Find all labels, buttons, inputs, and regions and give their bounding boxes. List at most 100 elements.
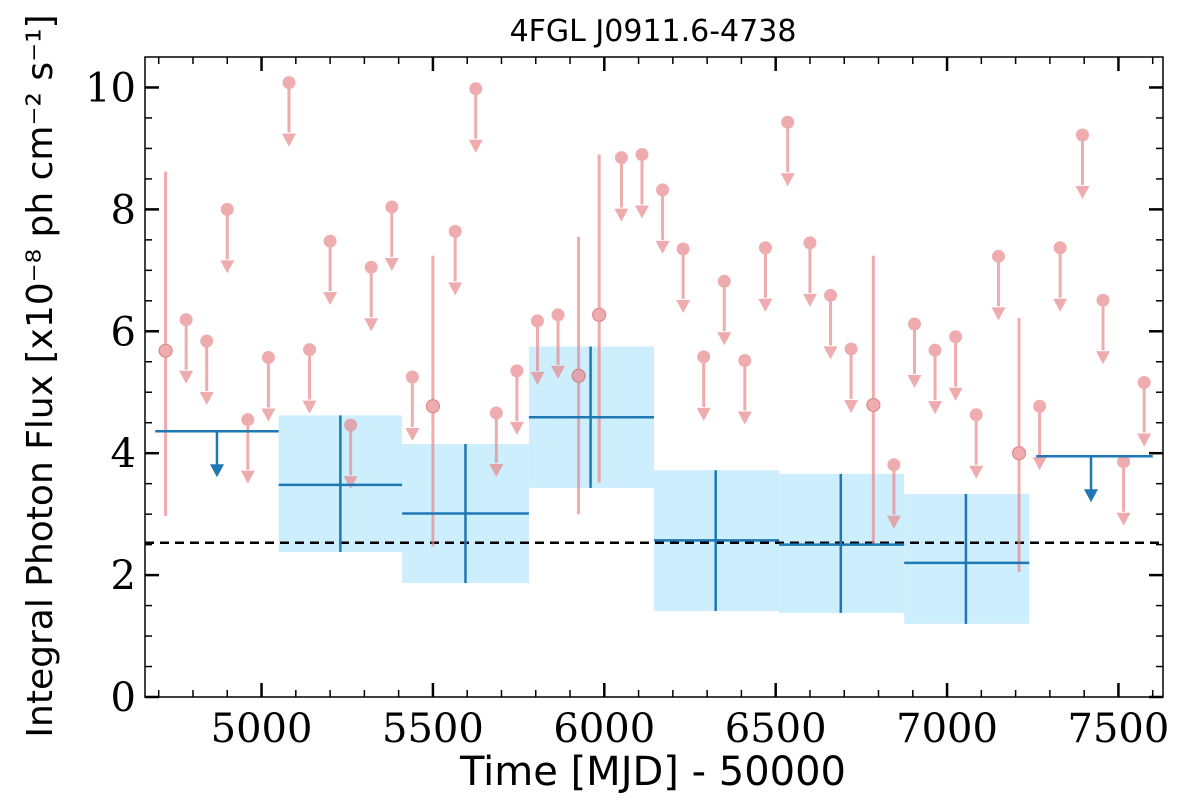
upper-limit-arrowhead	[614, 208, 629, 222]
short-bin-upper-limit-40	[1116, 455, 1131, 526]
short-bin-upper-limit-20	[655, 183, 670, 254]
short-bin-point	[571, 368, 586, 383]
short-bin-upper-limit-7	[323, 234, 338, 306]
short-bin-upper-limit-23	[717, 274, 732, 346]
upper-limit-arrowhead	[323, 292, 338, 306]
chart-title: 4FGL J0911.6-4738	[510, 14, 797, 49]
upper-limit-arrowhead	[696, 407, 711, 421]
long-bin-ul-arrowhead	[1084, 489, 1099, 503]
upper-limit-marker	[405, 370, 419, 384]
short-bin-upper-limit-33	[948, 330, 963, 401]
upper-limit-marker	[1096, 293, 1110, 307]
upper-limit-marker	[551, 308, 565, 322]
upper-limit-marker	[469, 82, 483, 96]
upper-limit-marker	[717, 274, 731, 288]
short-bin-upper-limit-16	[530, 314, 545, 385]
upper-limit-marker	[1137, 375, 1151, 389]
short-bin-upper-limit-27	[802, 236, 817, 307]
upper-limit-marker	[241, 413, 255, 427]
short-bin-upper-limit-37	[1053, 241, 1068, 312]
short-bin-upper-limit-39	[1096, 293, 1111, 365]
upper-limit-arrowhead	[281, 133, 296, 147]
short-bin-upper-limit-0	[179, 313, 194, 384]
short-bin-detection-3	[592, 154, 607, 483]
short-bin-upper-limit-11	[405, 370, 420, 441]
short-bin-upper-limit-41	[1137, 375, 1152, 447]
upper-limit-arrowhead	[551, 365, 566, 379]
short-bin-point	[1011, 446, 1027, 461]
upper-limit-marker	[385, 200, 399, 214]
short-bin-upper-limit-12	[448, 224, 463, 296]
short-bin-upper-limit-32	[928, 343, 943, 415]
x-tick-label: 6500	[725, 706, 827, 752]
short-bin-upper-limit-24	[737, 354, 752, 425]
upper-limit-arrowhead	[844, 399, 859, 413]
upper-limit-marker	[928, 343, 942, 357]
upper-limit-arrowhead	[969, 465, 984, 479]
upper-limit-marker	[1033, 399, 1047, 413]
upper-limit-marker	[697, 350, 711, 364]
upper-limit-marker	[635, 148, 649, 162]
upper-limit-marker	[781, 115, 795, 129]
upper-limit-marker	[220, 202, 234, 216]
upper-limit-marker	[344, 418, 358, 432]
short-bin-point	[425, 399, 441, 414]
y-tick-label: 6	[111, 309, 136, 355]
short-bin-detection-0	[158, 171, 173, 516]
short-bin-upper-limit-19	[635, 148, 650, 219]
upper-limit-marker	[758, 241, 772, 255]
upper-limit-arrowhead	[991, 307, 1006, 321]
long-bin-detection-5	[904, 494, 1030, 624]
upper-limit-arrowhead	[1096, 351, 1111, 365]
upper-limit-arrowhead	[676, 300, 691, 313]
upper-limit-arrowhead	[468, 139, 483, 153]
long-bin-upper-limit-0	[155, 429, 279, 478]
short-bin-upper-limit-31	[907, 317, 922, 388]
short-bin-upper-limit-26	[780, 115, 795, 187]
short-bin-upper-limit-21	[676, 242, 691, 313]
upper-limit-marker	[200, 334, 214, 348]
upper-limit-marker	[261, 350, 275, 364]
upper-limit-marker	[510, 364, 524, 378]
upper-limit-marker	[969, 408, 983, 422]
upper-limit-arrowhead	[886, 515, 901, 529]
upper-limit-marker	[179, 313, 193, 327]
upper-limit-arrowhead	[635, 205, 650, 219]
long-bin-detection-0	[278, 415, 403, 552]
short-bin-upper-limit-10	[384, 200, 399, 271]
upper-limit-arrowhead	[489, 463, 504, 477]
short-bin-upper-limit-36	[1032, 399, 1047, 471]
short-bin-upper-limit-22	[696, 350, 711, 421]
upper-limit-marker	[323, 234, 337, 248]
short-bin-detection-5	[1011, 317, 1027, 573]
short-bin-upper-limit-34	[969, 408, 984, 479]
short-bin-upper-limit-13	[468, 82, 483, 153]
short-bin-upper-limit-14	[489, 406, 504, 477]
upper-limit-marker	[303, 343, 317, 357]
upper-limit-arrowhead	[240, 470, 255, 484]
upper-limit-arrowhead	[758, 298, 773, 312]
upper-limit-arrowhead	[928, 401, 943, 415]
long-bin-ul-arrowhead	[209, 464, 224, 478]
upper-limit-marker	[1053, 241, 1067, 255]
short-bin-upper-limit-30	[886, 458, 901, 529]
y-tick-label: 10	[85, 65, 136, 111]
short-bin-upper-limit-29	[844, 342, 859, 413]
upper-limit-arrowhead	[802, 293, 817, 307]
y-tick-label: 4	[111, 431, 136, 477]
short-bin-upper-limit-38	[1075, 128, 1090, 200]
upper-limit-arrowhead	[780, 173, 795, 187]
long-bin-detection-1	[402, 444, 529, 584]
upper-limit-marker	[991, 249, 1005, 263]
upper-limit-arrowhead	[179, 370, 194, 384]
upper-limit-arrowhead	[302, 400, 317, 414]
upper-limit-arrowhead	[509, 421, 524, 435]
short-bin-detection-1	[425, 255, 441, 547]
upper-limit-arrowhead	[1137, 433, 1152, 447]
upper-limit-marker	[1075, 128, 1089, 142]
y-tick-label: 8	[111, 187, 136, 233]
x-tick-label: 5000	[211, 706, 313, 752]
upper-limit-arrowhead	[384, 257, 399, 271]
short-bin-upper-limit-4	[261, 350, 276, 422]
